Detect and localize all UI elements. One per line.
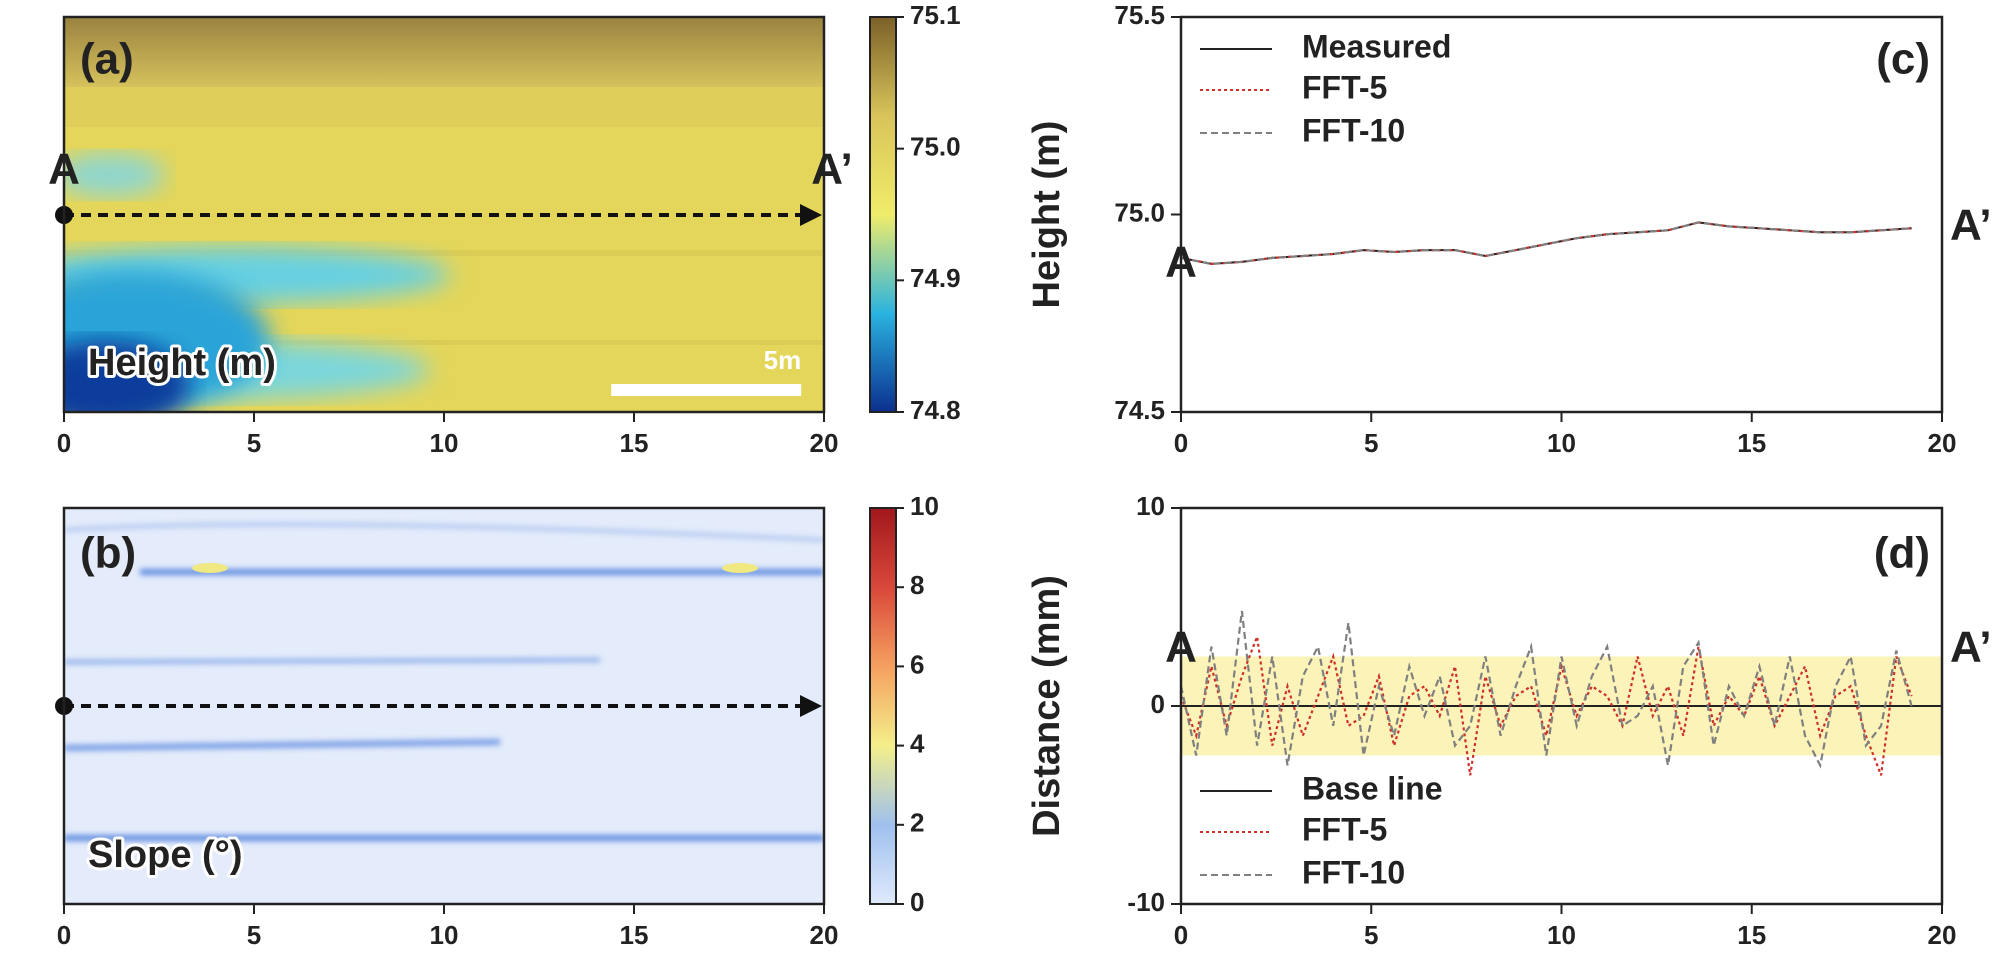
x-tick-label: 0 [1174, 920, 1188, 950]
x-tick-label: 10 [430, 428, 459, 458]
x-tick-label: 15 [620, 920, 649, 950]
series-line [1179, 610, 1913, 769]
annotation: A [1165, 238, 1197, 287]
colorbar-tick-label: 0 [910, 887, 924, 917]
legend-label: FFT-5 [1302, 811, 1387, 847]
colorbar [869, 507, 897, 905]
y-tick-label: 10 [1136, 491, 1165, 521]
x-tick-label: 5 [247, 428, 261, 458]
x-tick-label: 5 [247, 920, 261, 950]
x-tick-label: 5 [1364, 428, 1378, 458]
annotation: A’ [811, 145, 853, 194]
y-tick-label: 0 [1151, 689, 1165, 719]
colorbar-tick-label: 8 [910, 570, 924, 600]
annotation: (a) [80, 35, 134, 84]
annotation: A [1165, 623, 1197, 672]
colorbar-tick-label: 75.1 [910, 0, 961, 30]
x-tick-label: 0 [57, 920, 71, 950]
legend-label: Measured [1302, 28, 1451, 64]
x-tick-label: 15 [620, 428, 649, 458]
x-tick-label: 10 [430, 920, 459, 950]
annotation: A’ [1950, 623, 1992, 672]
x-tick-label: 15 [1737, 428, 1766, 458]
x-tick-label: 5 [1364, 920, 1378, 950]
x-tick-label: 20 [810, 428, 839, 458]
y-tick-label: -10 [1127, 887, 1165, 917]
scale-bar-label: 5m [764, 345, 802, 375]
colorbar-tick-label: 10 [910, 491, 939, 521]
y-tick-label: 75.0 [1114, 197, 1165, 227]
colorbar-tick-label: 6 [910, 649, 924, 679]
colorbar-tick-label: 2 [910, 808, 924, 838]
section-lines [64, 213, 805, 708]
y-axis-label: Height (m) [1026, 121, 1068, 309]
colorbar-tick-label: 4 [910, 728, 925, 758]
x-tick-label: 20 [1928, 920, 1957, 950]
x-tick-label: 10 [1547, 920, 1576, 950]
annotation: Slope (°) [88, 834, 243, 876]
colorbar-tick-label: 74.9 [910, 263, 961, 293]
legend-label: Base line [1302, 770, 1443, 806]
colorbar-tick-label: 74.8 [910, 395, 961, 425]
x-tick-label: 0 [1174, 428, 1188, 458]
annotation: (d) [1874, 529, 1930, 578]
scale-bar [611, 384, 802, 396]
annotation: (b) [80, 529, 136, 578]
annotation: A [48, 145, 80, 194]
y-axis-label: Distance (mm) [1026, 575, 1068, 837]
annotation: A’ [1950, 201, 1992, 250]
annotation: Height (m) [88, 342, 276, 384]
x-tick-label: 15 [1737, 920, 1766, 950]
legend-label: FFT-5 [1302, 69, 1387, 105]
x-tick-label: 10 [1547, 428, 1576, 458]
legend-label: FFT-10 [1302, 854, 1405, 890]
x-tick-label: 20 [1928, 428, 1957, 458]
colorbar-tick-label: 75.0 [910, 132, 961, 162]
annotation: (c) [1876, 35, 1930, 84]
y-tick-label: 75.5 [1114, 0, 1165, 30]
plot-frame [1179, 15, 1944, 414]
x-tick-label: 0 [57, 428, 71, 458]
colorbar [869, 16, 897, 413]
series-line [1180, 221, 1912, 266]
x-tick-label: 20 [810, 920, 839, 950]
legend-label: FFT-10 [1302, 112, 1405, 148]
y-tick-label: 74.5 [1114, 395, 1165, 425]
